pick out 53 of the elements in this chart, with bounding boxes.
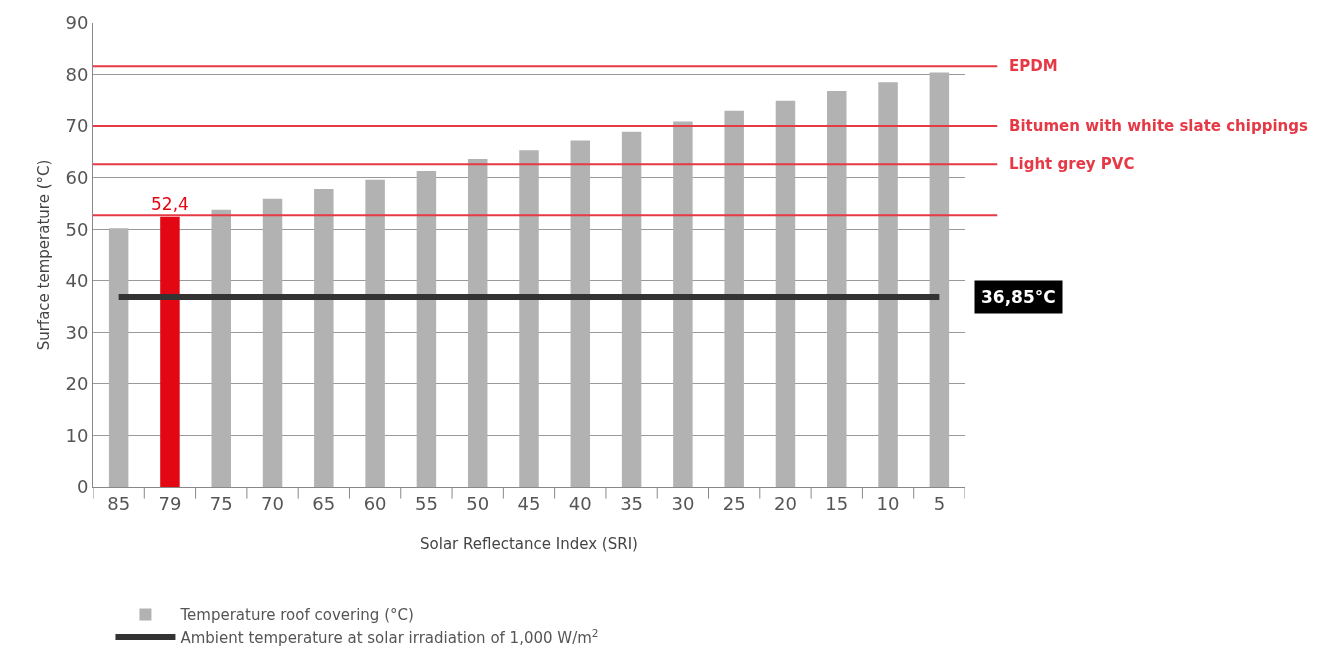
data-label: 52,4 xyxy=(151,193,189,214)
y-tick-label: 90 xyxy=(65,12,89,34)
bar xyxy=(827,91,847,487)
x-tick-label: 40 xyxy=(568,492,592,514)
x-tick-label: 10 xyxy=(876,492,900,514)
bar xyxy=(775,100,796,487)
y-tick-label: 80 xyxy=(65,63,89,85)
x-tick-label: 50 xyxy=(466,492,490,514)
bar xyxy=(621,131,642,487)
x-tick-label: 60 xyxy=(363,492,387,514)
y-tick-label: 30 xyxy=(65,321,89,343)
bar xyxy=(673,121,693,487)
x-tick-label: 35 xyxy=(620,492,644,514)
bar xyxy=(929,72,950,487)
bar xyxy=(416,170,437,487)
y-axis-title: Surface temperature (°C) xyxy=(34,159,53,351)
bar xyxy=(878,82,898,487)
x-tick-label: 5 xyxy=(933,492,946,514)
x-tick-label: 70 xyxy=(261,492,284,514)
y-tick-label: 20 xyxy=(65,373,89,395)
ref-line-label: Bitumen with white slate chippings xyxy=(1009,117,1308,135)
legend-label: Temperature roof covering (°C) xyxy=(179,606,414,625)
x-axis-title: Solar Reflectance Index (SRI) xyxy=(420,534,638,553)
bar xyxy=(570,140,591,487)
x-tick-label: 65 xyxy=(312,492,336,514)
ref-line-label: EPDM xyxy=(1009,57,1058,75)
x-tick-label: 15 xyxy=(825,492,849,514)
bar xyxy=(519,150,539,487)
x-tick-label: 75 xyxy=(209,492,233,514)
bar xyxy=(314,189,334,487)
x-tick-label: 79 xyxy=(158,492,182,514)
y-tick-label: 60 xyxy=(65,166,89,188)
x-tick-label: 25 xyxy=(722,492,746,514)
bar xyxy=(108,228,129,487)
bar xyxy=(262,198,283,487)
ref-line-label: Light grey PVC xyxy=(1009,155,1135,173)
bar xyxy=(160,216,180,487)
bar xyxy=(724,110,744,487)
bar xyxy=(365,179,385,487)
x-tick-label: 85 xyxy=(107,492,131,514)
x-tick-label: 30 xyxy=(671,492,695,514)
x-tick-label: 20 xyxy=(774,492,797,514)
legend-label: Ambient temperature at solar irradiation of 1,000 W/m$^{2}$ xyxy=(180,626,599,647)
x-tick-label: 45 xyxy=(517,492,541,514)
bar xyxy=(211,209,231,487)
y-tick-label: 10 xyxy=(65,424,89,446)
bar xyxy=(467,159,488,487)
y-tick-label: 50 xyxy=(65,218,89,240)
x-tick-label: 55 xyxy=(414,492,438,514)
y-tick-label: 70 xyxy=(65,115,89,137)
y-tick-label: 0 xyxy=(76,476,89,498)
y-tick-label: 40 xyxy=(65,270,89,292)
annotation: 36,85°C xyxy=(981,287,1056,307)
